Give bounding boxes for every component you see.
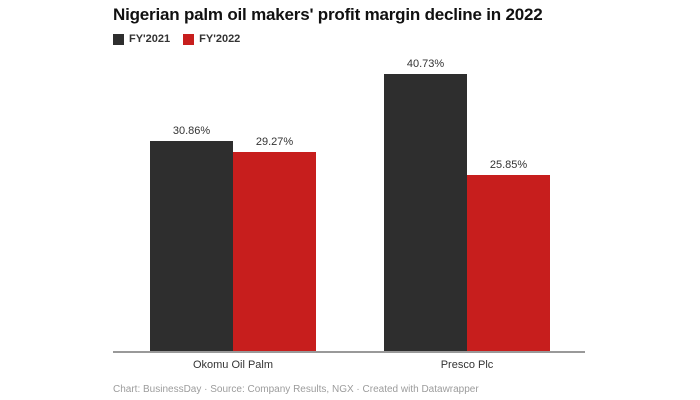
legend-swatch-fy2022	[183, 33, 195, 45]
value-label: 25.85%	[489, 159, 528, 171]
legend-item-fy2022: FY'2022	[183, 33, 240, 45]
value-label: 40.73%	[406, 58, 445, 70]
bar-fy2022-presco-plc	[467, 175, 550, 351]
category-label-okomu-oil-palm: Okomu Oil Palm	[192, 359, 274, 371]
legend-label-fy2022: FY'2022	[199, 33, 241, 45]
legend-swatch-fy2021	[113, 33, 124, 45]
legend-item-fy2021: FY'2021	[113, 33, 170, 45]
value-label: 29.27%	[255, 136, 294, 148]
value-label: 30.86%	[172, 125, 211, 137]
bar-fy2021-presco-plc	[384, 74, 467, 351]
legend-label-fy2021: FY'2021	[129, 33, 171, 45]
plot-area: 30.86% 29.27% Okomu Oil Palm 40.73% 25.85% Pr…	[113, 55, 585, 371]
bar-fy2021-okomu-oil-palm	[150, 141, 233, 351]
chart-title: Nigerian palm oil makers' profit margin …	[113, 5, 543, 24]
attribution-text: Chart: BusinessDay · Source: Company Res…	[113, 384, 479, 395]
bar-fy2022-okomu-oil-palm	[233, 152, 316, 351]
legend: FY'2021 FY'2022	[113, 33, 240, 45]
category-label-presco-plc: Presco Plc	[440, 359, 494, 371]
